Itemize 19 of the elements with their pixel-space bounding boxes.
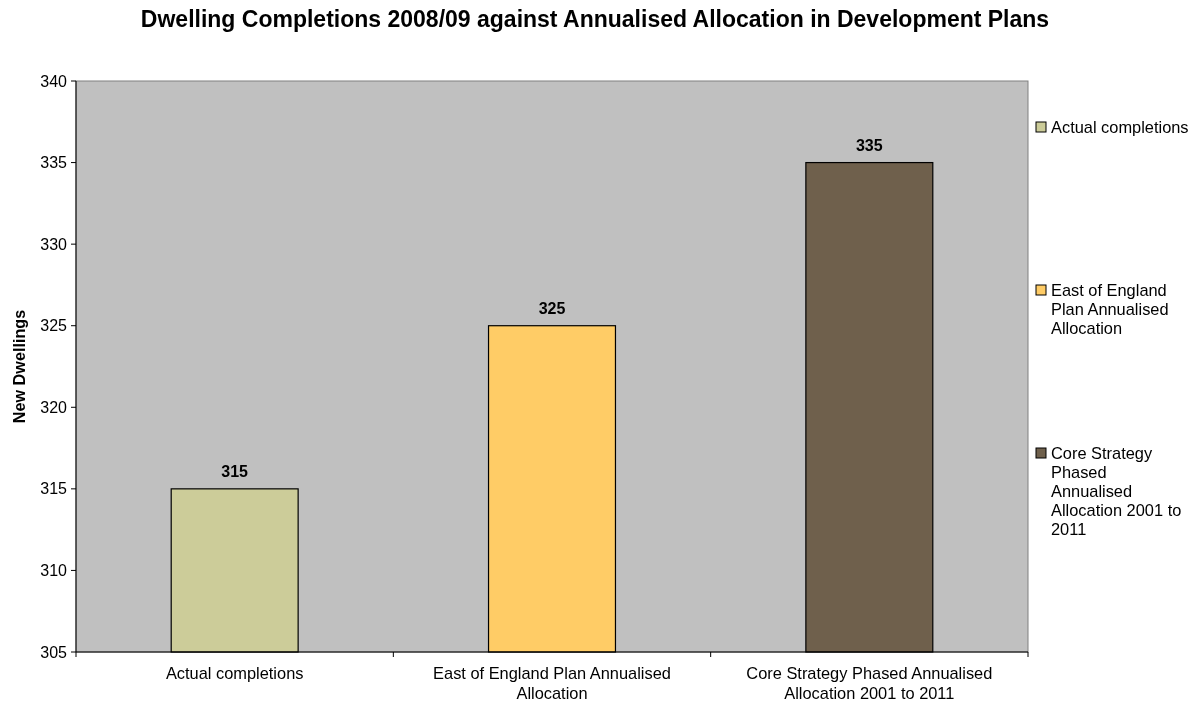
x-tick-label: East of England Plan Annualised Allocation xyxy=(433,664,671,702)
legend-label: Actual completions xyxy=(1051,117,1189,136)
y-tick-label: 305 xyxy=(40,643,68,661)
data-label: 315 xyxy=(221,462,249,480)
y-tick-label: 335 xyxy=(40,154,68,172)
y-tick-label: 325 xyxy=(40,317,68,335)
chart-title: Dwelling Completions 2008/09 against Annualised Allocation in Development Plans xyxy=(140,6,1050,32)
y-tick-label: 320 xyxy=(40,398,68,416)
data-label: 335 xyxy=(855,136,883,154)
legend-label: Core Strategy Phased Annualised Allocation 2001 to 2011 xyxy=(1051,443,1182,538)
legend-label: East of England Plan Annualised Allocation xyxy=(1051,280,1169,337)
x-tick-label: Actual completions xyxy=(165,664,304,682)
y-axis-title: New Dwellings xyxy=(10,309,28,424)
data-label: 325 xyxy=(538,299,566,317)
y-tick-label: 340 xyxy=(40,72,68,90)
y-tick-label: 310 xyxy=(40,562,68,580)
x-tick-label: Core Strategy Phased Annualised Allocation 2001 to 2011 xyxy=(746,664,993,702)
y-tick-label: 315 xyxy=(40,480,68,498)
y-tick-label: 330 xyxy=(40,235,68,253)
